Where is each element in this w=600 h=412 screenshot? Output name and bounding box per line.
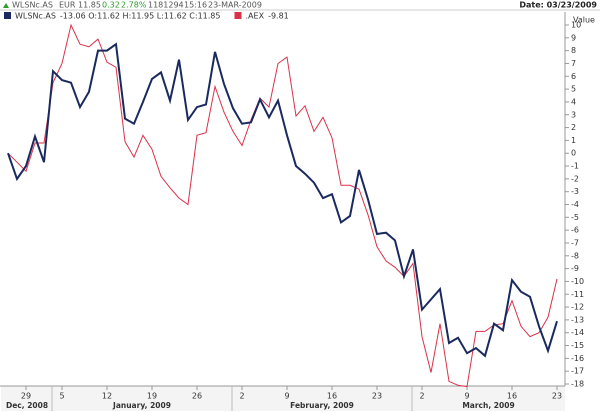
- month-label: February, 2009: [290, 401, 354, 410]
- y-tick-label: -2: [571, 174, 579, 183]
- x-tick-label: 2: [419, 392, 424, 401]
- month-label: Dec, 2008: [6, 401, 48, 410]
- y-tick-label: -16: [571, 354, 584, 363]
- x-tick-label: 2: [239, 392, 244, 401]
- y-tick-label: -10: [571, 277, 584, 286]
- last: 11.85: [78, 1, 101, 10]
- volume: 1181294: [148, 1, 184, 10]
- y-tick-label: 3: [571, 110, 576, 119]
- y-tick-label: -12: [571, 303, 584, 312]
- x-tick-label: 29: [21, 392, 31, 401]
- legend-text: -9.81: [268, 12, 289, 21]
- y-tick-label: -17: [571, 367, 584, 376]
- y-tick-label: -7: [571, 238, 579, 247]
- y-tick-label: -9: [571, 264, 579, 273]
- x-tick-label: 23: [372, 392, 382, 401]
- y-tick-label: 10: [571, 21, 581, 30]
- x-tick-label: 19: [147, 392, 157, 401]
- y-tick-label: -15: [571, 341, 584, 350]
- y-tick-label: -13: [571, 315, 584, 324]
- y-tick-label: -6: [571, 226, 579, 235]
- y-tick-label: -5: [571, 213, 579, 222]
- y-tick-label: -18: [571, 380, 584, 389]
- y-tick-label: 7: [571, 59, 576, 68]
- legend-text: -13.06 O:11.62 H:11.95 L:11.62 C:11.85: [60, 12, 221, 21]
- y-tick-label: -14: [571, 328, 584, 337]
- legend: WLSNc.AS -13.06 O:11.62 H:11.95 L:11.62 C…: [4, 12, 289, 21]
- x-tick-label: 26: [192, 392, 202, 401]
- month-label: March, 2009: [462, 401, 514, 410]
- change-pct: 2.78%: [121, 1, 147, 10]
- y-tick-label: 9: [571, 33, 576, 42]
- y-tick-label: -4: [571, 200, 579, 209]
- y-tick-label: 2: [571, 123, 576, 132]
- date-right: Date: 03/23/2009: [519, 1, 597, 10]
- y-tick-label: 1: [571, 136, 576, 145]
- x-tick-label: 23: [552, 392, 562, 401]
- legend-name: .AEX: [246, 12, 265, 21]
- x-tick-label: 12: [102, 392, 112, 401]
- x-tick-label: 16: [327, 392, 337, 401]
- x-tick-label: 9: [284, 392, 289, 401]
- y-tick-label: 4: [571, 97, 576, 106]
- y-tick-label: 6: [571, 72, 576, 81]
- symbol: WLSNc.AS: [12, 1, 53, 10]
- line-series: [7, 42, 558, 358]
- y-tick-label: 5: [571, 85, 576, 94]
- y-tick-label: -3: [571, 187, 579, 196]
- legend-name: WLSNc.AS: [15, 12, 56, 21]
- x-tick-label: 9: [464, 392, 469, 401]
- y-tick-label: 0: [571, 149, 576, 158]
- line-series: [7, 23, 558, 388]
- legend-swatch: [4, 12, 11, 19]
- x-tick-label: 16: [507, 392, 517, 401]
- y-tick-label: -11: [571, 290, 584, 299]
- y-tick-label: 8: [571, 46, 576, 55]
- date: 23-MAR-2009: [208, 1, 262, 10]
- y-tick-label: -1: [571, 162, 579, 171]
- x-tick-label: 5: [59, 392, 64, 401]
- up-icon: [3, 3, 9, 8]
- currency: EUR: [59, 1, 76, 10]
- y-tick-label: -8: [571, 251, 579, 260]
- month-label: January, 2009: [112, 401, 171, 410]
- header: WLSNc.AS EUR 11.85 0.32 2.78% 1181294 15…: [3, 1, 597, 10]
- legend-swatch: [234, 12, 242, 19]
- time: 15:16: [184, 1, 207, 10]
- y-axis-title: Value: [573, 16, 595, 25]
- x-axis-band: [1, 386, 565, 411]
- change: 0.32: [102, 1, 120, 10]
